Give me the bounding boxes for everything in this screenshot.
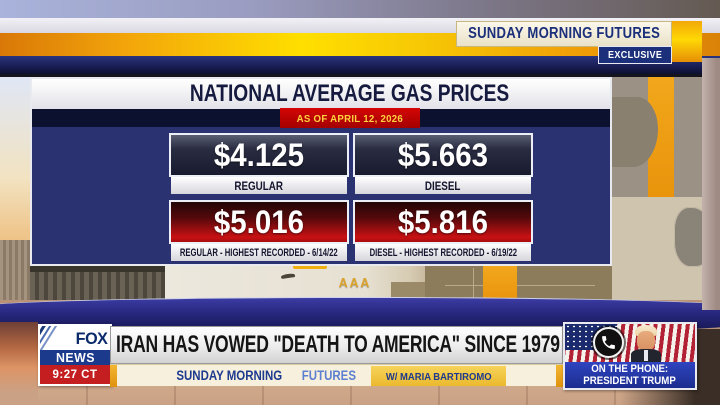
gold-cap-right bbox=[556, 365, 563, 387]
logo-news-band: NEWS bbox=[40, 350, 110, 365]
badge-gold-accent bbox=[666, 21, 702, 62]
map-land-region bbox=[612, 97, 658, 167]
diesel-current-price-box: $5.663 bbox=[353, 133, 533, 177]
gold-cap-left bbox=[110, 365, 117, 387]
map-orange-patch bbox=[483, 266, 517, 300]
regular-record-price-box: $5.016 bbox=[169, 200, 349, 244]
studio-wall-edge bbox=[702, 58, 720, 310]
time-text: 9:27 CT bbox=[52, 368, 98, 381]
gas-prices-board: NATIONAL AVERAGE GAS PRICES AS OF APRIL … bbox=[30, 77, 612, 266]
host-badge: W/ MARIA BARTIROMO bbox=[370, 365, 507, 386]
on-the-phone-box: ON THE PHONE: PRESIDENT TRUMP bbox=[563, 322, 697, 390]
diesel-current-price: $5.663 bbox=[397, 136, 489, 173]
map-strip: AAA bbox=[165, 266, 612, 300]
show-strip: SUNDAY MORNING FUTURES W/ MARIA BARTIROM… bbox=[110, 364, 563, 387]
regular-column: $4.125 REGULAR $5.016 REGULAR - HIGHEST … bbox=[169, 133, 349, 261]
gold-dash bbox=[293, 266, 327, 269]
show-badge-label: SUNDAY MORNING FUTURES bbox=[467, 25, 661, 42]
regular-current-price-box: $4.125 bbox=[169, 133, 349, 177]
phone-caption-line2: PRESIDENT TRUMP bbox=[583, 375, 677, 387]
phone-caption: ON THE PHONE: PRESIDENT TRUMP bbox=[565, 362, 695, 388]
american-flag-background bbox=[565, 324, 695, 362]
host-name: W/ MARIA BARTIROMO bbox=[385, 370, 492, 383]
exclusive-tag: EXCLUSIVE bbox=[598, 46, 672, 64]
fox-news-logo: FOX NEWS 9:27 CT bbox=[38, 324, 112, 386]
diesel-record-label: DIESEL - HIGHEST RECORDED - 6/19/22 bbox=[355, 244, 531, 261]
as-of-date-box: AS OF APRIL 12, 2026 bbox=[280, 108, 420, 128]
trump-photo bbox=[631, 325, 661, 362]
diesel-label: DIESEL bbox=[355, 177, 531, 194]
board-title-band: NATIONAL AVERAGE GAS PRICES bbox=[32, 79, 610, 109]
price-grid: $4.125 REGULAR $5.016 REGULAR - HIGHEST … bbox=[169, 133, 533, 261]
regular-record-label: REGULAR - HIGHEST RECORDED - 6/14/22 bbox=[171, 244, 347, 261]
trump-collar bbox=[644, 350, 648, 361]
regular-record-price: $5.016 bbox=[213, 203, 305, 240]
trump-face bbox=[637, 331, 655, 351]
headline-text: IRAN HAS VOWED "DEATH TO AMERICA" SINCE … bbox=[116, 331, 560, 358]
time-bug: 9:27 CT bbox=[40, 365, 110, 384]
source-attribution: AAA bbox=[338, 275, 372, 290]
board-title: NATIONAL AVERAGE GAS PRICES bbox=[190, 80, 510, 107]
logo-fox-text: FOX bbox=[75, 329, 107, 348]
video-wall-bezel bbox=[0, 74, 720, 77]
phone-icon bbox=[593, 327, 624, 358]
studio-ceiling-band bbox=[0, 0, 720, 20]
diesel-column: $5.663 DIESEL $5.816 DIESEL - HIGHEST RE… bbox=[353, 133, 533, 261]
exclusive-tag-label: EXCLUSIVE bbox=[607, 49, 663, 61]
diesel-record-price-box: $5.816 bbox=[353, 200, 533, 244]
regular-current-price: $4.125 bbox=[213, 136, 305, 173]
studio-navy-band bbox=[0, 56, 720, 74]
show-badge: SUNDAY MORNING FUTURES bbox=[456, 21, 672, 47]
logo-searchlights: FOX bbox=[40, 326, 110, 350]
regular-label: REGULAR bbox=[171, 177, 347, 194]
show-name-bold: SUNDAY MORNING bbox=[175, 368, 282, 383]
as-of-date: AS OF APRIL 12, 2026 bbox=[296, 113, 404, 125]
studio-wall-left bbox=[0, 322, 38, 405]
capitol-building-image bbox=[0, 240, 30, 300]
show-name-light: FUTURES bbox=[301, 368, 357, 383]
map-borders bbox=[445, 268, 595, 298]
phone-caption-line1: ON THE PHONE: bbox=[591, 363, 669, 375]
capitol-colonnade-image bbox=[30, 266, 165, 300]
headline-banner: IRAN HAS VOWED "DEATH TO AMERICA" SINCE … bbox=[110, 326, 563, 364]
diesel-record-price: $5.816 bbox=[397, 203, 489, 240]
eagle-silhouette bbox=[280, 273, 296, 279]
logo-news-text: NEWS bbox=[55, 350, 95, 365]
board-date-row: AS OF APRIL 12, 2026 bbox=[32, 108, 610, 128]
